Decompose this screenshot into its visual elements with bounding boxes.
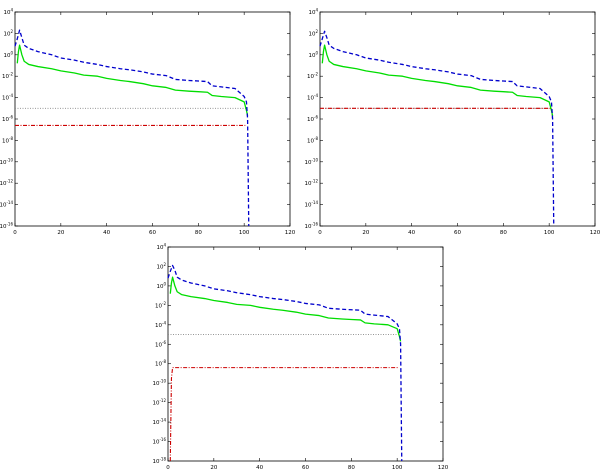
y-tick-label: 104 [156,243,166,252]
y-tick-label: 10-14 [0,200,13,209]
x-tick-label: 60 [149,230,156,236]
x-tick-label: 100 [239,230,250,236]
y-tick-label: 10-10 [0,157,13,166]
x-tick-label: 40 [103,230,110,236]
x-tick-label: 100 [544,230,555,236]
y-tick-label: 104 [3,8,13,17]
x-tick-label: 20 [362,230,369,236]
x-tick-label: 80 [500,230,507,236]
x-tick-label: 0 [318,230,322,236]
y-tick-label: 100 [156,281,166,290]
y-tick-label: 10-6 [2,115,13,124]
y-tick-label: 10-8 [155,359,166,368]
y-tick-label: 100 [308,50,318,59]
series-line-dashdot [320,107,554,120]
x-tick-label: 0 [166,465,170,471]
y-tick-label: 100 [3,50,13,59]
y-tick-label: 10-18 [152,457,166,466]
y-tick-label: 10-2 [2,72,13,81]
series-line-solid [16,44,249,116]
x-tick-label: 60 [302,465,309,471]
x-tick-label: 80 [348,465,355,471]
chart-panel-top-left: 0 20 40 60 80 100 120 104 102 100 10-2 10-4 10-6 10-8… [0,8,296,237]
y-tick-label: 102 [156,262,166,271]
x-tick-label: 100 [392,465,403,471]
y-tick-label: 10-12 [152,398,166,407]
y-tick-label: 10-8 [307,136,318,145]
y-tick-label: 102 [3,29,13,38]
chart-panel-top-right: 0 20 40 60 80 100 120 104 102 100 10-2 10-4 10-6 10-8… [304,8,600,237]
x-tick-label: 120 [590,230,601,236]
y-tick-label: 102 [308,29,318,38]
series-line-dashdot [169,367,399,462]
y-tick-label: 10-10 [152,379,166,388]
x-tick-label: 20 [57,230,64,236]
y-tick-label: 10-4 [155,320,166,329]
y-tick-label: 10-6 [307,115,318,124]
series-line-solid [321,44,554,116]
y-tick-label: 10-14 [152,418,166,427]
y-tick-label: 10-12 [304,179,318,188]
y-tick-label: 10-10 [304,157,318,166]
y-tick-label: 10-8 [2,136,13,145]
series-line-dashed [14,29,250,227]
x-tick-label: 120 [438,465,449,471]
x-tick-label: 60 [454,230,461,236]
y-tick-label: 10-2 [307,72,318,81]
y-tick-label: 10-14 [304,200,318,209]
y-tick-label: 10-16 [152,437,166,446]
y-tick-label: 10-4 [2,93,13,102]
y-tick-label: 10-6 [155,340,166,349]
y-tick-label: 10-16 [0,222,13,231]
y-tick-label: 10-4 [307,93,318,102]
series-line-dashed [319,30,555,227]
x-tick-label: 120 [285,230,296,236]
x-tick-label: 40 [256,465,263,471]
y-tick-label: 10-2 [155,301,166,310]
y-tick-label: 10-16 [304,222,318,231]
x-tick-label: 20 [210,465,217,471]
x-tick-label: 40 [408,230,415,236]
series-line-dashed [167,264,403,462]
y-tick-label: 104 [308,8,318,17]
chart-panel-bottom-center: 0 20 40 60 80 100 120 104 102 100 10-2 10-4 10-6 10-8… [152,243,448,471]
series-line-solid [169,276,402,342]
y-tick-label: 10-12 [0,179,13,188]
x-tick-label: 80 [195,230,202,236]
x-tick-label: 0 [13,230,17,236]
